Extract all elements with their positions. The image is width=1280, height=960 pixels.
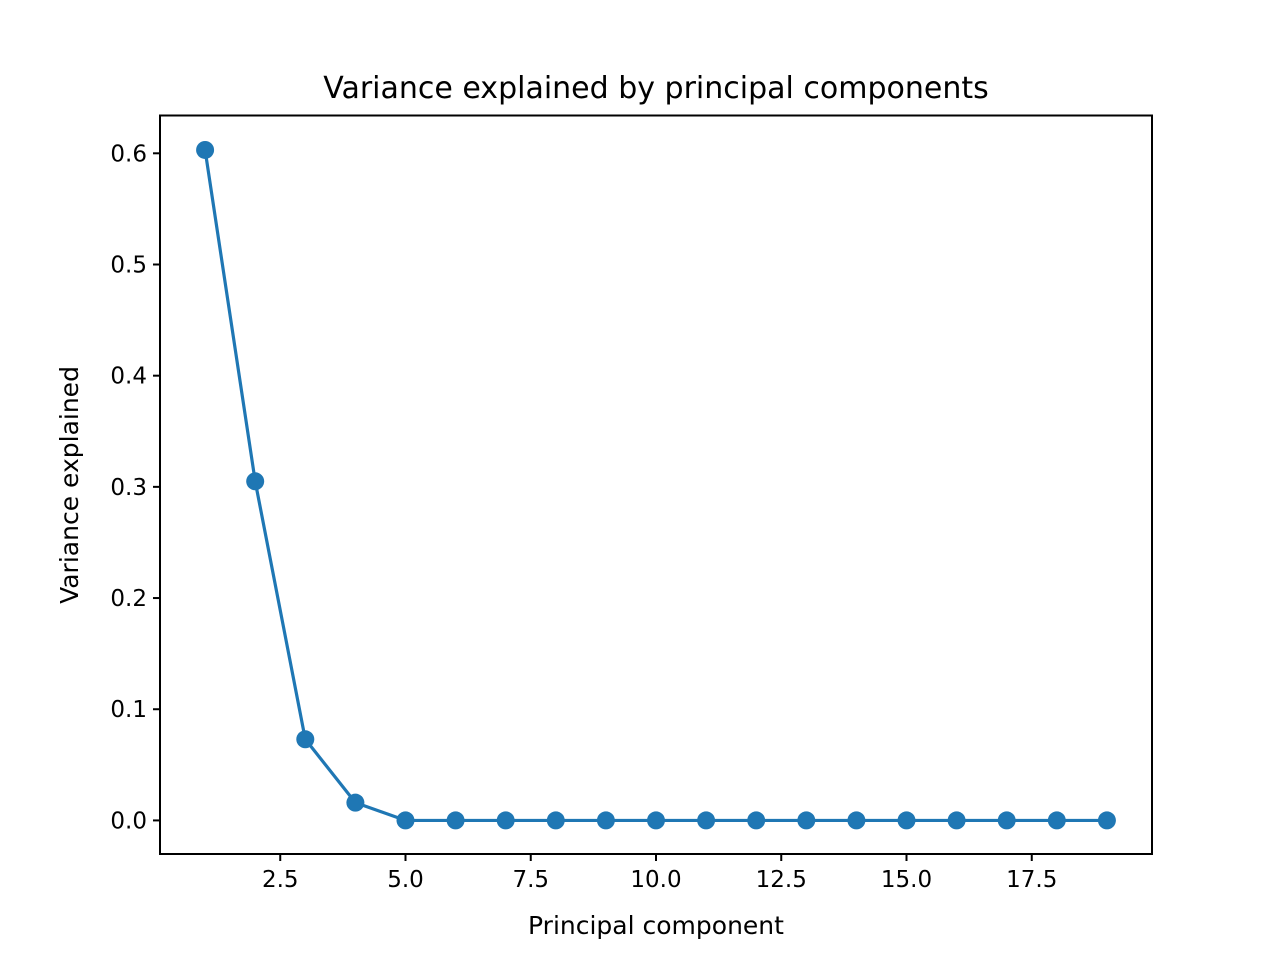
y-tick-label: 0.1 — [110, 697, 147, 723]
x-tick-label: 7.5 — [512, 867, 549, 893]
data-point — [546, 811, 565, 830]
y-tick-label: 0.4 — [110, 364, 147, 390]
y-tick-label: 0.2 — [110, 586, 147, 612]
x-tick-label: 15.0 — [881, 867, 932, 893]
data-point — [446, 811, 465, 830]
y-tick-label: 0.0 — [110, 808, 147, 834]
data-point — [797, 811, 816, 830]
data-point — [697, 811, 716, 830]
x-tick-label: 2.5 — [262, 867, 299, 893]
plot-area — [159, 114, 1153, 855]
y-axis-label: Variance explained — [55, 366, 84, 604]
data-point — [997, 811, 1016, 830]
data-point — [346, 793, 365, 812]
x-tick-label: 17.5 — [1006, 867, 1057, 893]
data-point — [296, 730, 315, 749]
chart-title: Variance explained by principal componen… — [323, 71, 989, 106]
data-point — [596, 811, 615, 830]
x-tick-label: 12.5 — [756, 867, 807, 893]
data-point — [947, 811, 966, 830]
data-point — [1097, 811, 1116, 830]
y-axis-ticks: 0.0 0.1 0.2 0.3 0.4 0.5 0.6 — [110, 141, 160, 834]
data-point — [647, 811, 665, 830]
x-axis-ticks: 2.5 5.0 7.5 10.0 12.5 15.0 17.5 — [262, 854, 1057, 893]
y-tick-label: 0.6 — [110, 141, 147, 167]
data-point — [196, 140, 215, 159]
data-point — [246, 472, 265, 491]
data-point — [1047, 811, 1066, 830]
y-tick-label: 0.5 — [110, 252, 147, 278]
data-point — [396, 811, 415, 830]
x-tick-label: 5.0 — [387, 867, 424, 893]
y-tick-label: 0.3 — [110, 475, 147, 501]
data-point — [496, 811, 515, 830]
data-point — [747, 811, 766, 830]
x-tick-label: 10.0 — [630, 867, 681, 893]
series-layer — [196, 140, 1116, 830]
x-axis-label: Principal component — [528, 911, 784, 940]
data-point — [847, 811, 866, 830]
data-point — [897, 811, 916, 830]
